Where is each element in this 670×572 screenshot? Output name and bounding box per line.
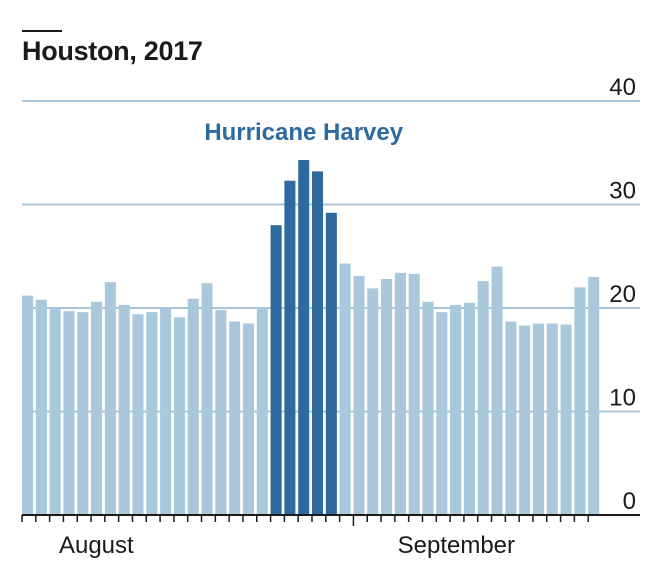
chart-title: Houston, 2017 xyxy=(22,36,203,66)
bar xyxy=(270,225,282,515)
bar xyxy=(519,325,531,515)
bar xyxy=(146,312,158,515)
bar xyxy=(353,275,365,515)
bar xyxy=(339,263,351,515)
bar xyxy=(35,299,47,515)
y-tick-label: 40 xyxy=(609,74,636,101)
bar xyxy=(160,309,172,515)
title-rule xyxy=(22,30,62,32)
bar xyxy=(394,272,406,515)
bar xyxy=(49,309,61,515)
y-tick-label: 10 xyxy=(609,385,636,412)
bar xyxy=(77,312,89,515)
bar xyxy=(104,282,116,515)
bar xyxy=(91,301,103,515)
bar xyxy=(132,314,144,515)
x-month-label: September xyxy=(398,532,515,559)
bar xyxy=(381,279,393,515)
bar xyxy=(187,298,199,515)
bar xyxy=(450,304,462,515)
bar xyxy=(242,323,254,515)
annotation-label: Hurricane Harvey xyxy=(204,119,403,146)
bar xyxy=(229,321,241,515)
bar xyxy=(298,159,310,515)
bar xyxy=(256,308,268,515)
bar xyxy=(560,324,572,515)
bar xyxy=(312,171,324,515)
bar xyxy=(422,301,434,515)
bar xyxy=(367,288,379,515)
bar xyxy=(118,304,130,515)
bar xyxy=(215,310,227,515)
y-tick-label: 20 xyxy=(609,281,636,308)
bar xyxy=(505,321,517,515)
y-tick-label: 0 xyxy=(623,488,636,515)
bar xyxy=(463,302,475,515)
x-month-label: August xyxy=(59,532,134,559)
bar xyxy=(477,281,489,515)
bar xyxy=(588,276,600,515)
bar xyxy=(325,212,337,515)
bar xyxy=(201,283,213,515)
bar xyxy=(284,180,296,515)
bar xyxy=(546,323,558,515)
bar xyxy=(408,273,420,515)
bar xyxy=(22,295,34,515)
bar xyxy=(574,287,586,515)
bar xyxy=(436,312,448,515)
bar xyxy=(63,311,75,515)
bar xyxy=(532,323,544,515)
bar xyxy=(173,317,185,515)
bar xyxy=(491,266,503,515)
y-tick-label: 30 xyxy=(609,178,636,205)
